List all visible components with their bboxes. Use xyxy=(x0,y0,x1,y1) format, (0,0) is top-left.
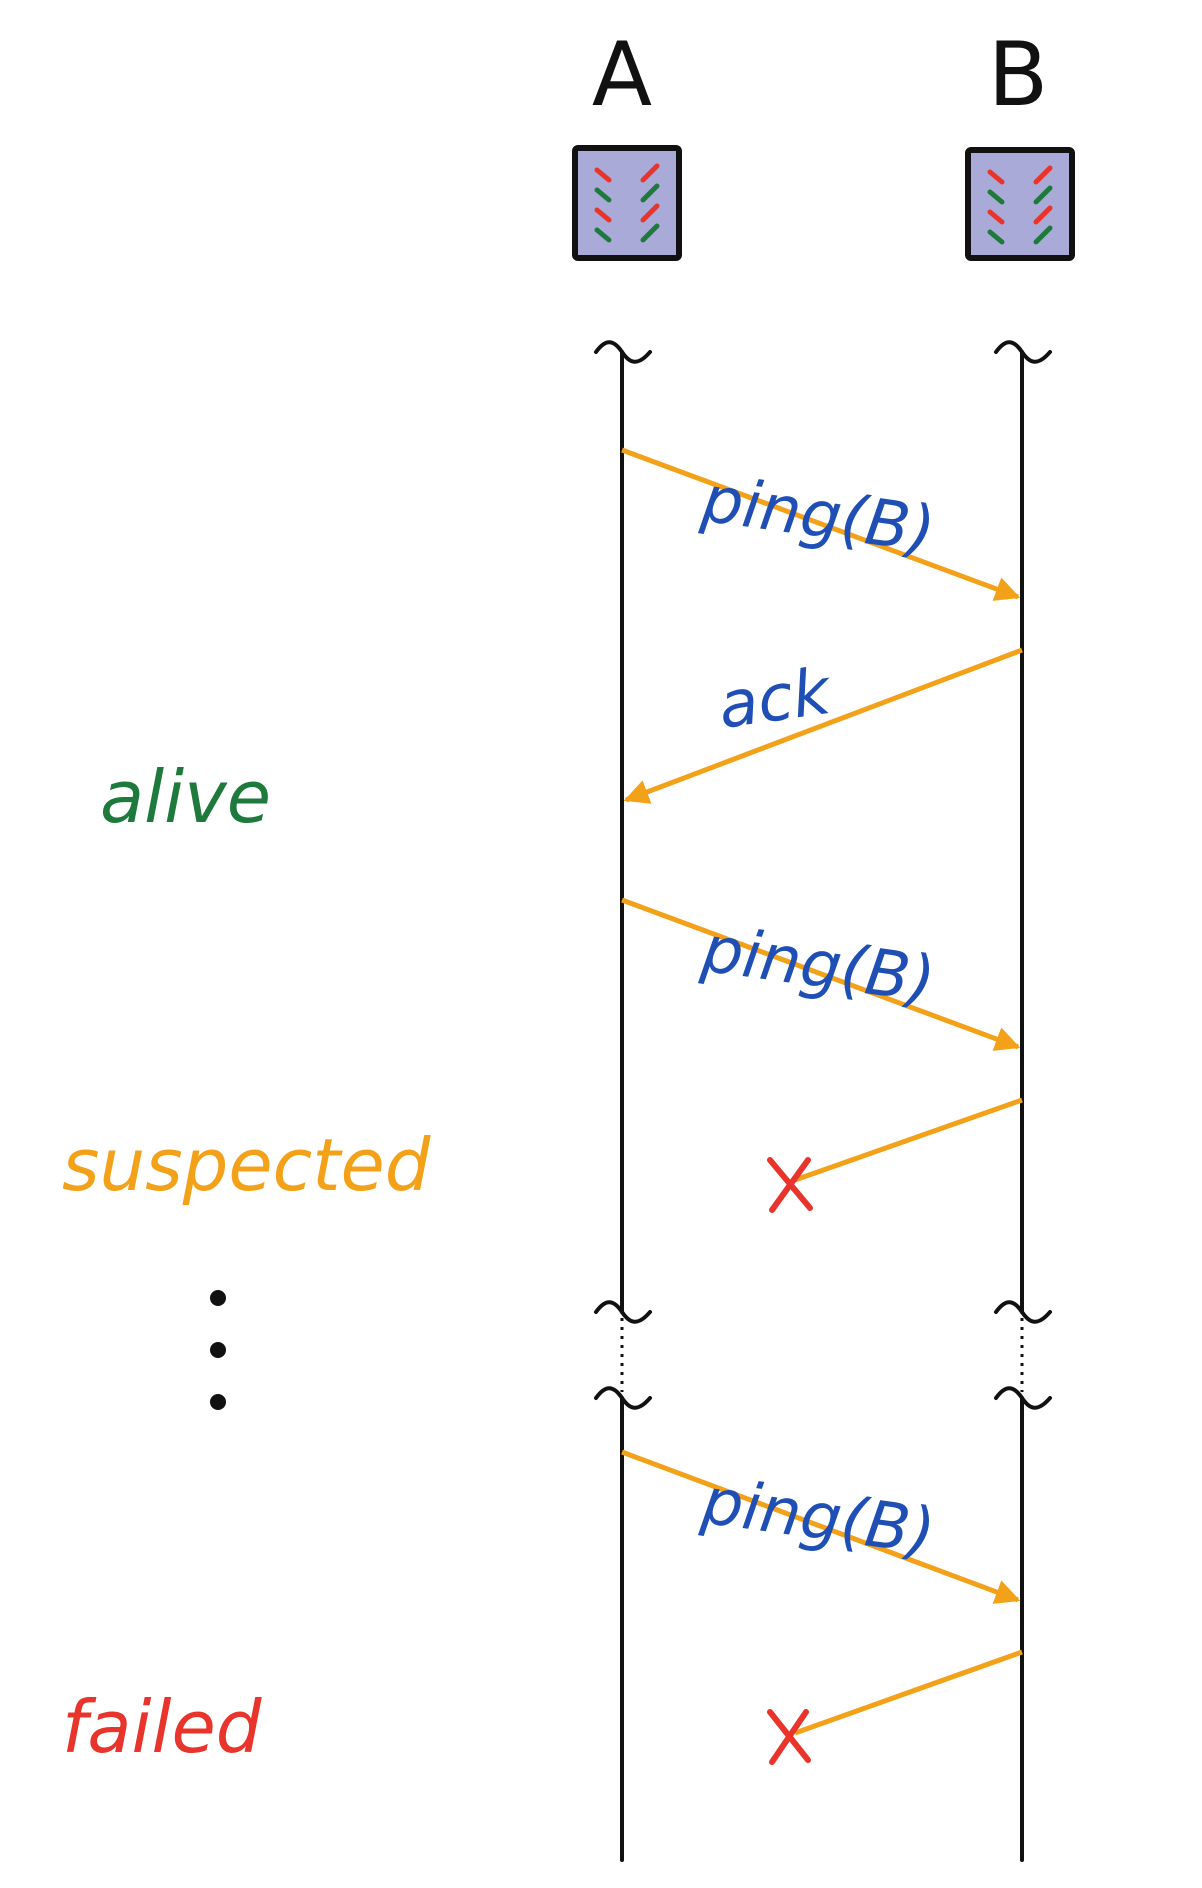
node-label-a: A xyxy=(592,23,652,126)
server-icon xyxy=(965,147,1075,261)
state-label-alive: alive xyxy=(100,755,271,839)
timeline-break-icon xyxy=(994,1300,1052,1410)
message-label: ping(B) xyxy=(697,462,939,568)
message-label: ping(B) xyxy=(697,1464,939,1570)
message-arrow xyxy=(621,897,1021,1051)
timeline-break-icon xyxy=(594,340,652,364)
server-icon xyxy=(572,145,682,261)
cross-icon xyxy=(767,1157,813,1213)
state-label-suspected: suspected xyxy=(62,1123,432,1207)
state-label-failed: failed xyxy=(62,1685,263,1769)
node-label-b: B xyxy=(988,23,1048,126)
cross-icon xyxy=(767,1709,811,1765)
timeline-break-icon xyxy=(994,340,1052,364)
message-label: ack xyxy=(714,655,838,744)
message-arrow-lost xyxy=(794,1649,1023,1736)
message-arrow xyxy=(621,447,1021,601)
message-arrow xyxy=(623,647,1023,804)
message-arrow-lost xyxy=(794,1097,1023,1183)
vertical-ellipsis-icon xyxy=(210,1290,226,1410)
message-arrow xyxy=(621,1449,1021,1604)
message-label: ping(B) xyxy=(697,912,939,1018)
timeline-break-icon xyxy=(594,1300,652,1410)
